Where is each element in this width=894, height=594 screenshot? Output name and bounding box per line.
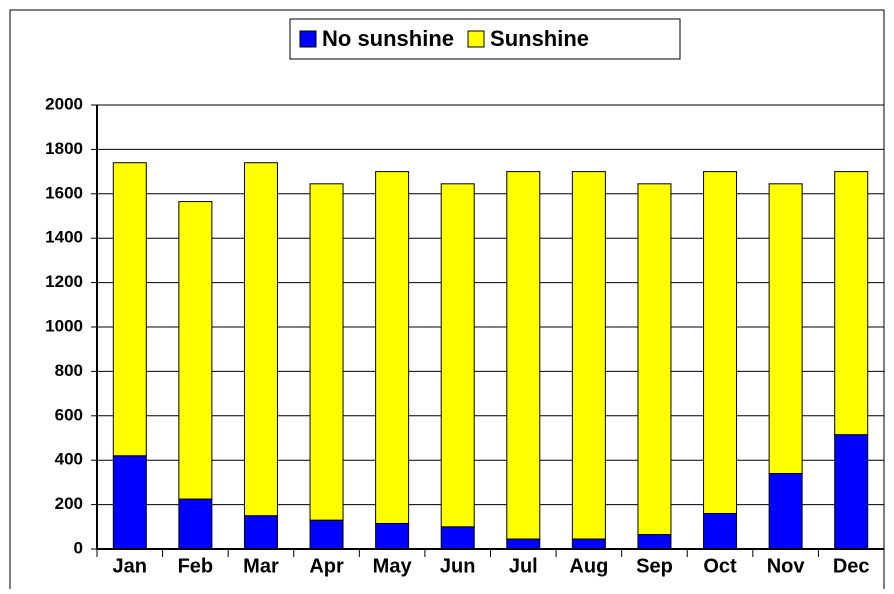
y-tick-label: 200 <box>55 494 83 513</box>
bar-segment <box>112 455 147 550</box>
y-tick-label: 1000 <box>45 316 83 335</box>
bar-segment <box>637 534 672 550</box>
y-tick-label: 800 <box>55 361 83 380</box>
legend-label: No sunshine <box>322 26 454 51</box>
bar-segment <box>703 171 738 514</box>
bar-segment <box>309 183 344 521</box>
x-tick-label: Jan <box>113 555 147 577</box>
bar-segment <box>375 171 410 524</box>
x-tick-label: Mar <box>243 555 279 577</box>
bar-segment <box>834 434 869 550</box>
x-tick-label: Aug <box>569 555 608 577</box>
y-tick-label: 2000 <box>45 94 83 113</box>
bar-segment <box>178 498 213 550</box>
bar-segment <box>309 519 344 550</box>
bar-segment <box>440 183 475 528</box>
chart-frame <box>9 9 885 589</box>
bar-segment <box>834 171 869 436</box>
y-tick-label: 400 <box>55 450 83 469</box>
bar-segment <box>703 512 738 550</box>
bar-segment <box>112 162 147 457</box>
legend: No sunshine Sunshine <box>289 18 681 60</box>
bar-segment <box>571 171 606 540</box>
bar-segment <box>768 183 803 475</box>
y-tick-label: 0 <box>74 538 83 557</box>
y-tick-label: 1200 <box>45 272 83 291</box>
bar-segment <box>375 522 410 550</box>
x-tick-label: Nov <box>767 555 806 577</box>
x-tick-label: Jun <box>440 555 476 577</box>
x-tick-label: Sep <box>636 555 673 577</box>
x-tick-label: Oct <box>703 555 737 577</box>
y-tick-label: 1800 <box>45 139 83 158</box>
y-tick-label: 600 <box>55 405 83 424</box>
bar-segment <box>637 183 672 536</box>
bar-segment <box>768 473 803 550</box>
legend-label: Sunshine <box>490 26 589 51</box>
legend-swatch <box>299 30 317 48</box>
x-tick-label: May <box>373 555 413 577</box>
bar-segment <box>243 162 278 517</box>
bar-segment <box>243 515 278 550</box>
y-tick-label: 1600 <box>45 183 83 202</box>
bar-segment <box>440 526 475 550</box>
legend-swatch <box>467 30 485 48</box>
bar-segment <box>506 171 541 540</box>
x-tick-label: Jul <box>509 555 538 577</box>
legend-box <box>289 18 681 60</box>
bar-segment <box>178 201 213 500</box>
x-tick-label: Feb <box>178 555 214 577</box>
bar-segment <box>506 538 541 550</box>
bar-segment <box>571 538 606 550</box>
y-tick-label: 1400 <box>45 228 83 247</box>
x-tick-label: Apr <box>309 555 344 577</box>
x-tick-label: Dec <box>833 555 870 577</box>
